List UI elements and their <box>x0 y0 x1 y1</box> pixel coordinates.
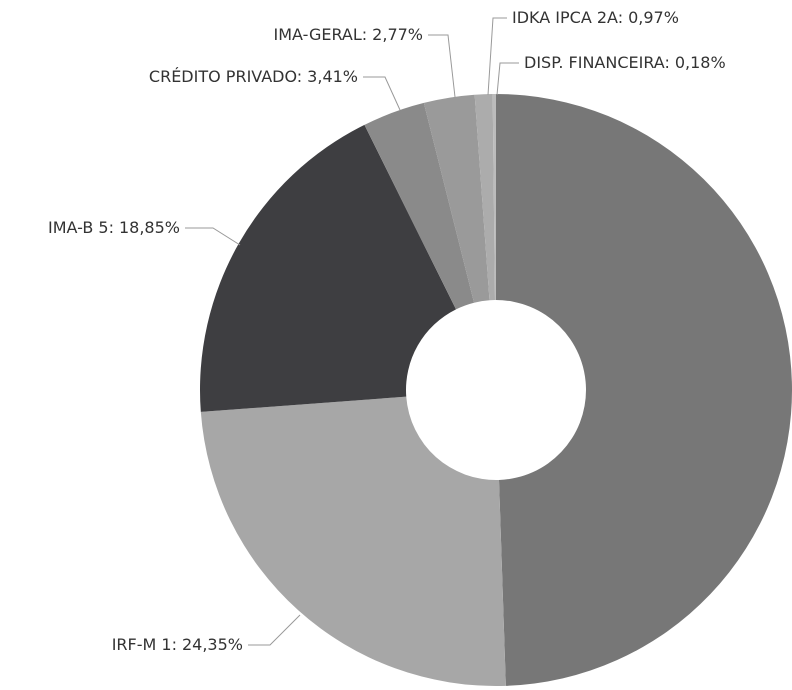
leader-line <box>496 62 519 96</box>
slice-value: 0,97% <box>628 8 679 27</box>
leader-line <box>428 34 456 98</box>
leader-line <box>248 614 301 646</box>
leader-line <box>487 17 507 96</box>
slice <box>496 94 792 686</box>
slice-name: IMA-GERAL: <box>273 25 367 44</box>
slice-name: IMA-B 5: <box>48 218 114 237</box>
leader-line <box>185 227 241 246</box>
slice <box>200 124 456 412</box>
slice-label: DISP. FINANCEIRA: 0,18% <box>524 53 726 72</box>
slice <box>492 94 496 301</box>
slice-name: IRF-M 1: <box>112 635 177 654</box>
slice <box>364 102 475 310</box>
slice <box>474 94 495 301</box>
slice-label: IRF-M 1: 24,35% <box>112 635 243 654</box>
slice-value: 24,35% <box>182 635 243 654</box>
slice-label: IMA-B 5: 18,85% <box>48 218 180 237</box>
slice-value: 3,41% <box>307 67 358 86</box>
slice <box>200 396 506 686</box>
slice-name: IDKA IPCA 2A: <box>512 8 623 27</box>
leader-line <box>363 76 401 111</box>
slice-value: 2,77% <box>372 25 423 44</box>
slice-label: IMA-GERAL: 2,77% <box>273 25 423 44</box>
slice-label: IDKA IPCA 2A: 0,97% <box>512 8 679 27</box>
slice-value: 0,18% <box>675 53 726 72</box>
slice-value: 18,85% <box>119 218 180 237</box>
slice-name: DISP. FINANCEIRA: <box>524 53 670 72</box>
slice-name: CRÉDITO PRIVADO: <box>149 67 302 86</box>
slice <box>423 94 490 303</box>
slice-label: CRÉDITO PRIVADO: 3,41% <box>149 67 358 86</box>
